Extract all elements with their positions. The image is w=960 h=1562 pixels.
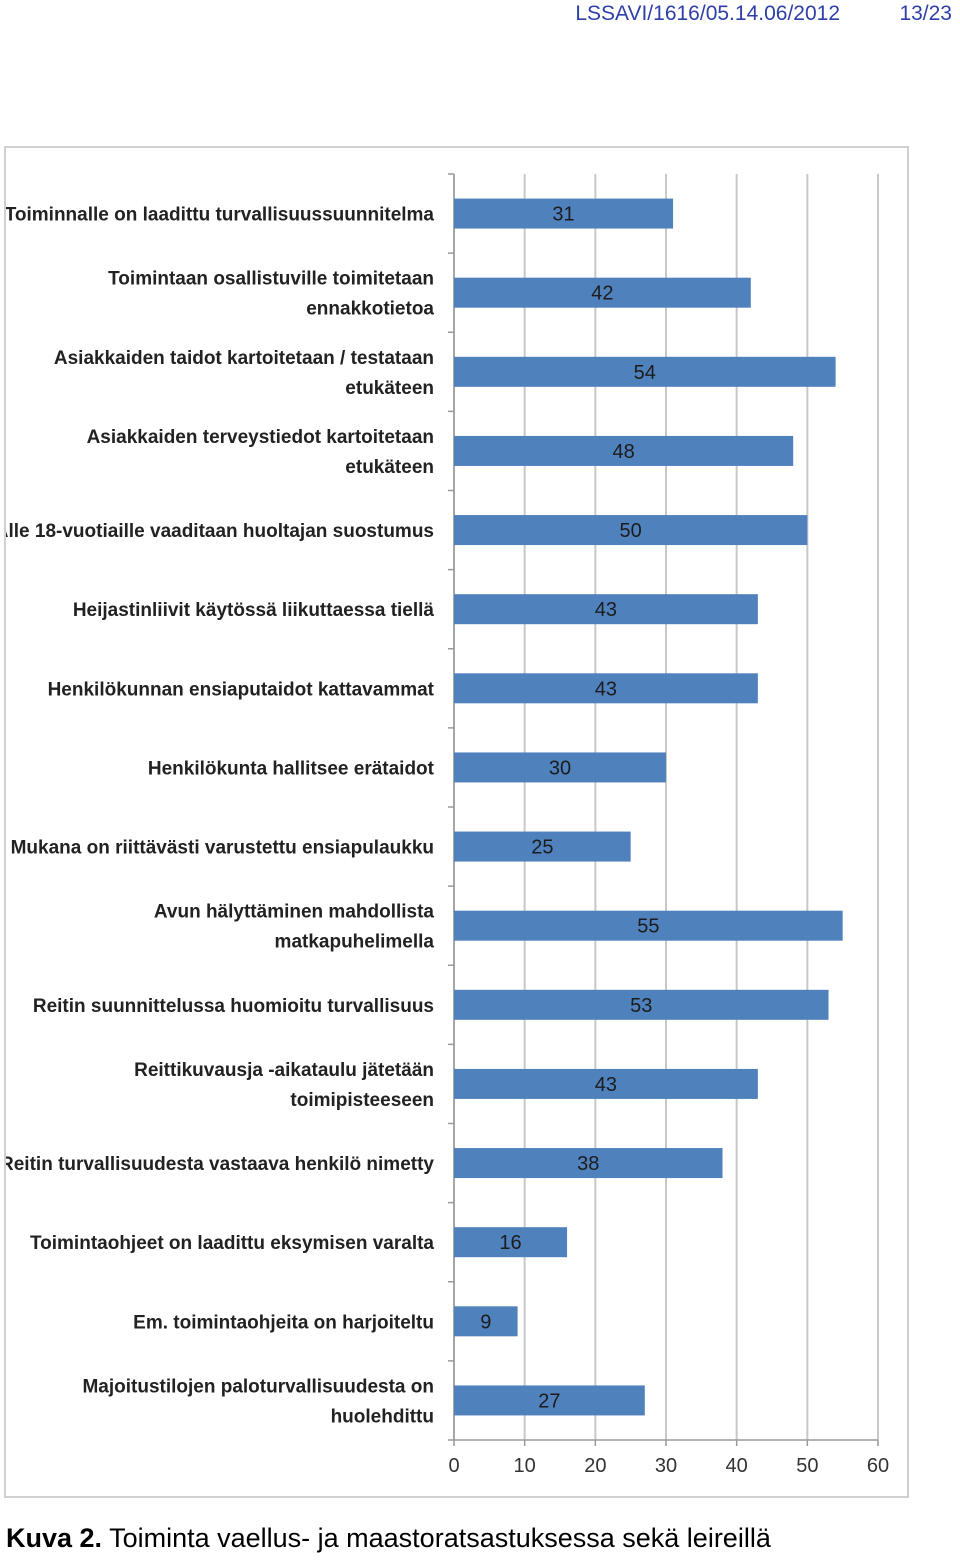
bar [454, 515, 808, 546]
category-label-line: Em. toimintaohjeita on harjoiteltu [133, 1312, 434, 1333]
category-label: Reittikuvausja -aikataulu jätetään toimip… [134, 1060, 434, 1111]
bar [454, 673, 758, 704]
bar [454, 594, 758, 625]
data-label: 55 [637, 916, 659, 938]
data-label: 16 [499, 1232, 521, 1254]
category-label: Heijastinliivit käytössä liikuttaessa ti… [73, 600, 435, 621]
bar [454, 356, 836, 387]
data-label: 9 [480, 1311, 491, 1333]
bar [454, 1148, 723, 1179]
bar-chart: 0 10 20 30 40 50 60 31 Toiminnalle on laadittu t… [6, 173, 889, 1477]
data-label: 53 [630, 995, 652, 1017]
category-label-line: Toiminnalle on laadittu turvallisuussuun… [6, 205, 434, 226]
category-label: Toimintaohjeet on laadittu eksymisen var… [30, 1233, 434, 1254]
category-label: Mukana on riittävästi varustettu ensiapu… [11, 838, 434, 859]
category-label-line: Alle 18-vuotiaille vaaditaan huoltajan s… [6, 521, 434, 542]
data-label: 30 [549, 757, 571, 779]
data-label: 43 [595, 678, 617, 700]
data-label: 31 [552, 204, 574, 226]
category-label-line: Reitin turvallisuudesta vastaava henkilö… [6, 1154, 434, 1175]
data-label: 42 [591, 283, 613, 305]
data-label: 43 [595, 599, 617, 621]
category-label-line: Majoitustilojen paloturvallisuudesta on [82, 1376, 434, 1397]
bar [454, 1306, 518, 1337]
bar [454, 1068, 758, 1099]
bar [454, 277, 751, 308]
category-label-line: Avun hälyttäminen mahdollista [154, 902, 435, 923]
x-tick-label: 60 [867, 1455, 889, 1477]
category-label-line: matkapuhelimella [275, 932, 435, 953]
category-label-line: Toimintaohjeet on laadittu eksymisen var… [30, 1233, 434, 1254]
bar [454, 752, 666, 783]
bar [454, 989, 829, 1020]
data-label: 50 [620, 520, 642, 542]
bar [454, 198, 674, 229]
category-label-line: toimipisteeseen [290, 1090, 434, 1111]
category-label-line: etukäteen [345, 378, 434, 399]
caption-prefix: Kuva 2. [6, 1523, 103, 1553]
bar [454, 831, 631, 862]
chart-frame: 0 10 20 30 40 50 60 31 Toiminnalle on laadittu t… [4, 146, 909, 1498]
category-label-line: Henkilökunta hallitsee erätaidot [148, 758, 435, 779]
category-label: Avun hälyttäminen mahdollista matkapuheli… [154, 902, 435, 953]
category-label-line: Reittikuvausja -aikataulu jätetään [134, 1060, 434, 1081]
page-number: 13/23 [899, 2, 952, 25]
category-label: Asiakkaiden terveystiedot kartoitetaan et… [87, 427, 434, 478]
bar [454, 1385, 645, 1416]
category-label-line: etukäteen [345, 457, 434, 478]
category-label: Henkilökunnan ensiaputaidot kattavammat [48, 679, 435, 700]
x-tick-label: 0 [448, 1455, 459, 1477]
category-label: Henkilökunta hallitsee erätaidot [148, 758, 435, 779]
category-label-line: ennakkotietoa [306, 299, 434, 320]
category-label: Majoitustilojen paloturvallisuudesta on h… [82, 1376, 434, 1427]
figure-caption: Kuva 2. Toiminta vaellus- ja maastoratsa… [6, 1523, 771, 1554]
category-label-line: Henkilökunnan ensiaputaidot kattavammat [48, 679, 435, 700]
x-tick-label: 20 [584, 1455, 606, 1477]
category-label-line: Asiakkaiden terveystiedot kartoitetaan [87, 427, 434, 448]
category-label-line: Toimintaan osallistuville toimitetaan [108, 269, 434, 290]
x-tick-label: 10 [514, 1455, 536, 1477]
category-label: Em. toimintaohjeita on harjoiteltu [133, 1312, 434, 1333]
category-label: Reitin turvallisuudesta vastaava henkilö… [6, 1154, 434, 1175]
category-label: Toimintaan osallistuville toimitetaan enn… [108, 269, 434, 320]
x-tick-label: 30 [655, 1455, 677, 1477]
data-label: 38 [577, 1153, 599, 1175]
bar [454, 910, 843, 941]
caption-text: Toiminta vaellus- ja maastoratsastuksess… [109, 1523, 771, 1553]
category-label: Asiakkaiden taidot kartoitetaan / testat… [54, 348, 434, 399]
category-label: Toiminnalle on laadittu turvallisuussuun… [6, 205, 434, 226]
data-label: 48 [612, 441, 634, 463]
category-label-line: Heijastinliivit käytössä liikuttaessa ti… [73, 600, 435, 621]
category-label-line: Asiakkaiden taidot kartoitetaan / testat… [54, 348, 434, 369]
data-label: 27 [538, 1390, 560, 1412]
category-label-line: Mukana on riittävästi varustettu ensiapu… [11, 838, 434, 859]
category-label-line: huolehdittu [331, 1406, 434, 1427]
category-label: Reitin suunnittelussa huomioitu turvalli… [33, 996, 434, 1017]
category-label-line: Reitin suunnittelussa huomioitu turvalli… [33, 996, 434, 1017]
x-tick-label: 50 [796, 1455, 818, 1477]
bar [454, 1227, 568, 1258]
x-tick-label: 40 [726, 1455, 748, 1477]
category-label: Alle 18-vuotiaille vaaditaan huoltajan s… [6, 521, 434, 542]
data-label: 25 [531, 837, 553, 859]
bar [454, 435, 794, 466]
data-label: 43 [595, 1074, 617, 1096]
document-reference: LSSAVI/1616/05.14.06/2012 [575, 2, 840, 25]
data-label: 54 [634, 362, 656, 384]
